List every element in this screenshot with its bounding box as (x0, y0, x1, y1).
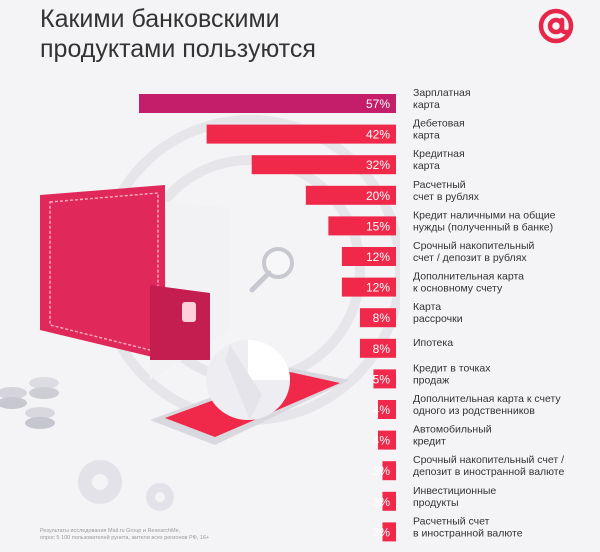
category-label-line: карта (413, 160, 440, 172)
bar-value-label: 8% (373, 311, 391, 325)
at-sign-icon (538, 8, 574, 44)
wallet-icon (40, 185, 230, 380)
bar (382, 491, 396, 511)
bar-value-label: 8% (373, 342, 391, 356)
category-label: Ипотека (413, 337, 453, 349)
category-label: Кредит в точках продаж (413, 362, 491, 386)
bar (377, 400, 396, 419)
category-label-line: продукты (413, 497, 459, 509)
bar (377, 430, 396, 450)
bar-value-label: 5% (373, 372, 391, 386)
category-label-line: Дебетовая (413, 118, 465, 130)
bar (341, 247, 396, 266)
bar (382, 461, 396, 481)
illustration (0, 115, 400, 511)
category-label: Кредит наличными на общие нужды (полученн… (413, 209, 556, 233)
bar-value-label: 4% (373, 434, 391, 448)
coins-icon (0, 377, 59, 429)
category-label-line: Расчетный (413, 179, 466, 191)
bar (373, 369, 396, 389)
category-label-line: Карта (413, 301, 441, 313)
category-label-line: счет в рублях (413, 191, 480, 203)
category-label-line: Срочный накопительный счет / (413, 454, 564, 466)
gear-icon (78, 460, 174, 511)
title-line-1: Какими банковскими (40, 5, 280, 33)
category-label-line: карта (413, 99, 440, 111)
bar-value-label: 15% (366, 219, 390, 233)
bar (341, 277, 396, 297)
category-label-line: Автомобильный (413, 424, 492, 436)
bar-value-label: 12% (366, 281, 390, 295)
bar-value-label: 12% (366, 250, 390, 264)
bar (305, 185, 396, 205)
category-label: Дополнительная карта к основному счету (413, 271, 524, 295)
category-label: Дебетовая карта (413, 118, 465, 142)
category-label-line: нужды (полученный в банке) (413, 221, 553, 233)
footnote-line-2: опрос 5 100 пользователей рунета, жители… (40, 535, 210, 541)
title-line-2: продуктами пользуются (40, 35, 316, 63)
category-label-line: депозит в иностранной валюте (413, 466, 564, 478)
category-label-line: продаж (413, 374, 449, 386)
category-label: Зарплатная карта (413, 87, 471, 111)
bar (328, 216, 396, 236)
category-label: Расчетный счет в рублях (413, 179, 480, 203)
category-label-line: Кредит в точках (413, 362, 491, 374)
category-label-line: Зарплатная (413, 87, 471, 99)
category-label-line: кредит (413, 436, 446, 448)
category-label-line: рассрочки (413, 313, 463, 325)
category-label: Инвестиционные продукты (413, 485, 496, 509)
magnifier-icon (249, 247, 294, 293)
bar (139, 94, 396, 113)
category-label: Срочный накопительный счет / депозит в ру… (413, 240, 534, 264)
category-label-line: Кредитная (413, 148, 465, 160)
bar (359, 308, 396, 328)
bar-value-label: 42% (366, 128, 390, 142)
category-label: Срочный накопительный счет / депозит в ин… (413, 454, 564, 478)
pie-chart-icon (206, 340, 290, 420)
category-label: Автомобильный кредит (413, 424, 492, 448)
bar (359, 338, 396, 358)
category-label-line: карта (413, 130, 440, 142)
footnote-line-1: Результаты исследования Mail.ru Group и … (40, 528, 181, 534)
category-label: Дополнительная карта к счету одного из ро… (413, 393, 561, 417)
bar-value-label: 3% (373, 464, 391, 478)
bar-value-label: 3% (373, 525, 391, 539)
category-label-line: Инвестиционные (413, 485, 496, 497)
bar-value-label: 4% (373, 403, 391, 417)
category-label: Кредитная карта (413, 148, 465, 172)
category-label-line: в иностранной валюте (413, 527, 523, 539)
bar-value-label: 3% (373, 495, 391, 509)
category-label: Карта рассрочки (413, 301, 463, 325)
bar (251, 155, 396, 175)
page-title: Какими банковскими продуктами пользуются (40, 4, 370, 64)
category-label-line: к основному счету (413, 283, 503, 295)
category-label-line: Дополнительная карта к счету (413, 393, 561, 405)
category-label-line: счет / депозит в рублях (413, 252, 527, 264)
bar-value-label: 20% (366, 189, 390, 203)
category-label-line: Ипотека (413, 337, 453, 349)
category-label: Расчетный счет в иностранной валюте (413, 515, 523, 539)
footnote: Результаты исследования Mail.ru Group и … (40, 528, 270, 542)
category-label-line: одного из родственников (413, 405, 535, 417)
bar-value-label: 57% (366, 97, 390, 111)
category-label-line: Дополнительная карта (413, 271, 524, 283)
bar-value-label: 32% (366, 158, 390, 172)
category-label-line: Срочный накопительный (413, 240, 534, 252)
category-label-line: Расчетный счет (413, 515, 490, 527)
bar (206, 124, 396, 144)
category-label-line: Кредит наличными на общие (413, 209, 556, 221)
bar (382, 522, 396, 542)
